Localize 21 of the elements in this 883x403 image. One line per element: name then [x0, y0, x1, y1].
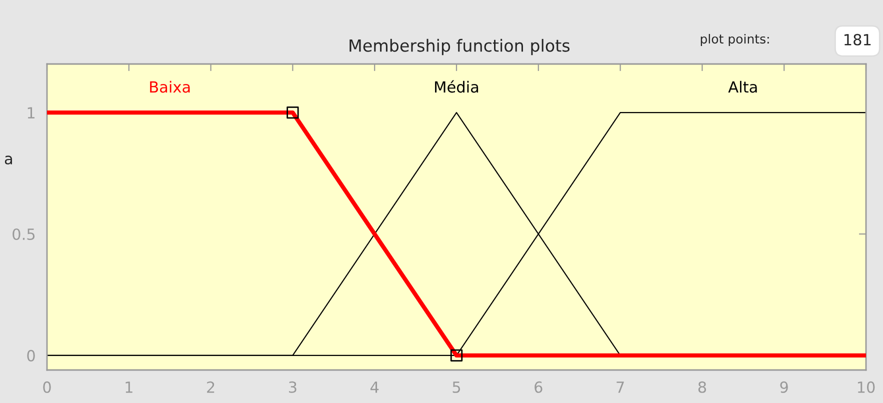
series-label: Alta	[728, 80, 757, 93]
x-tick-label: 3	[289, 381, 296, 393]
chart-title: Membership function plots	[350, 38, 570, 56]
series-label: Baixa	[150, 80, 190, 93]
text: 181	[844, 34, 871, 46]
x-tick-label: 10	[858, 381, 875, 393]
x-tick-label: 0	[43, 381, 51, 393]
x-tick-label: 4	[370, 382, 379, 393]
y-tick-label: 0.5	[12, 228, 35, 240]
x-tick-label: 2	[207, 381, 214, 393]
y-tick-label: 0	[27, 350, 35, 362]
series-label: Média	[435, 80, 478, 93]
text: plot points:	[700, 34, 769, 46]
x-tick-label: 8	[698, 381, 706, 393]
x-tick-label: 1	[126, 382, 132, 393]
x-tick-label: 7	[616, 382, 624, 393]
x-tick-label: 9	[780, 381, 788, 393]
x-tick-label: 5	[452, 382, 460, 393]
y-axis-title: a	[4, 156, 12, 164]
x-tick-label: 6	[534, 381, 542, 393]
y-tick-label: 1	[28, 107, 34, 118]
